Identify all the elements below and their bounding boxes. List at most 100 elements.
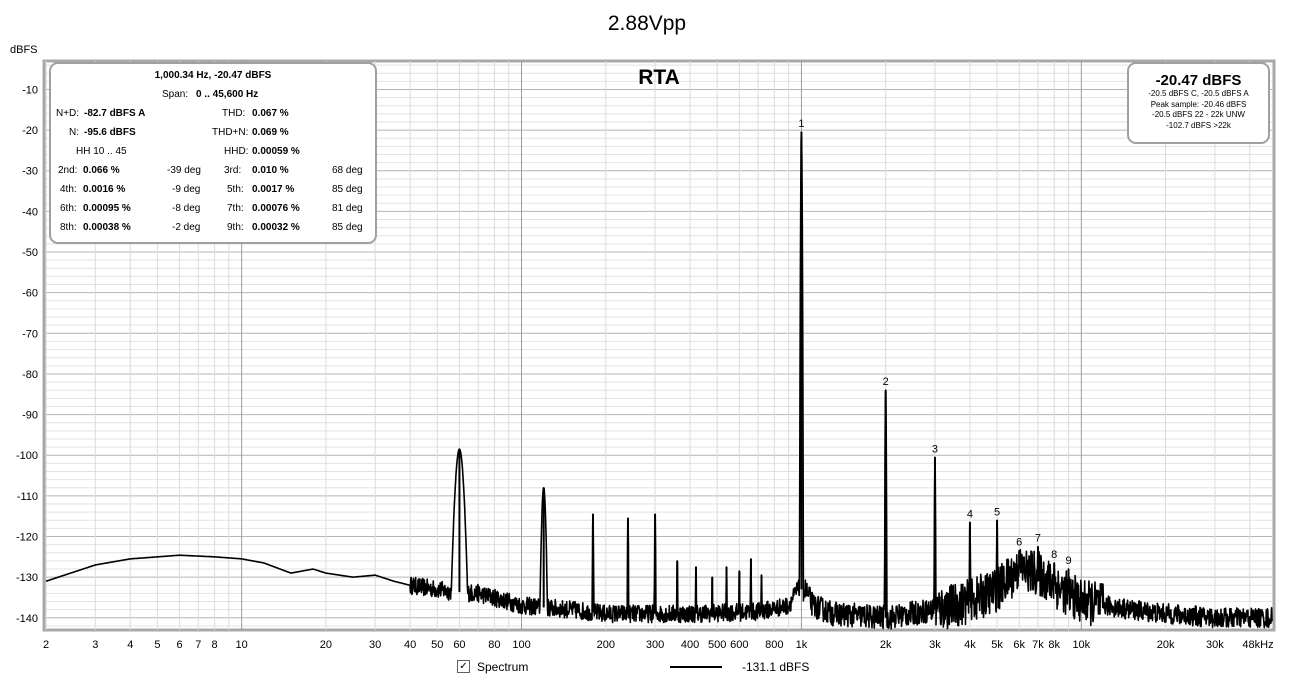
harmonic-phase: -39 deg xyxy=(167,165,201,176)
series-spectrum xyxy=(45,131,1273,630)
n-label: N: xyxy=(69,127,79,138)
n-value: -95.6 dBFS xyxy=(84,127,136,138)
x-tick-label: 5k xyxy=(991,639,1003,651)
x-tick-label: 6k xyxy=(1013,639,1025,651)
stats-header: 1,000.34 Hz, -20.47 dBFS xyxy=(154,70,272,81)
harmonic-marker-label: 1 xyxy=(798,118,804,130)
level-line: -102.7 dBFS >22k xyxy=(1166,120,1231,130)
stats-n-row: N: -95.6 dBFS THD+N: 0.069 % xyxy=(51,127,375,143)
harmonic-label: 5th: xyxy=(227,184,244,195)
level-panel[interactable]: -20.47 dBFS -20.5 dBFS C, -20.5 dBFS A P… xyxy=(1127,62,1270,144)
x-tick-label: 3k xyxy=(929,639,941,651)
x-tick-label: 800 xyxy=(765,639,783,651)
y-tick-label: -80 xyxy=(22,369,38,381)
y-tick-label: -10 xyxy=(22,84,38,96)
y-tick-label: -70 xyxy=(22,328,38,340)
x-tick-label: 20 xyxy=(320,639,332,651)
x-tick-label: 10k xyxy=(1072,639,1090,651)
x-tick-label: 30 xyxy=(369,639,381,651)
harmonic-label: 8th: xyxy=(60,222,77,233)
y-tick-label: -100 xyxy=(16,450,38,462)
x-tick-label: 2 xyxy=(43,639,49,651)
plot-label: RTA xyxy=(638,66,680,89)
x-axis: 2 3 4 5 6 7 8 10 20 30 40 50 60 80 100 200 300 400 500 600 8… xyxy=(43,639,1274,651)
stats-header-row: 1,000.34 Hz, -20.47 dBFS xyxy=(51,70,375,86)
stats-span-row: Span: 0 .. 45,600 Hz xyxy=(51,89,375,105)
y-tick-label: -30 xyxy=(22,166,38,178)
spectrum-checkbox[interactable]: ✓ xyxy=(457,660,470,673)
legend: ✓ Spectrum -131.1 dBFS xyxy=(457,659,857,677)
y-axis-label: dBFS xyxy=(10,44,38,56)
thdn-label: THD+N: xyxy=(212,127,249,138)
harmonic-marker-label: 4 xyxy=(967,508,973,520)
span-value: 0 .. 45,600 Hz xyxy=(196,89,259,100)
hh-label: HH 10 .. 45 xyxy=(76,146,127,157)
harmonic-value: 0.010 % xyxy=(252,165,289,176)
y-tick-label: -90 xyxy=(22,410,38,422)
level-line: -20.5 dBFS 22 - 22k UNW xyxy=(1152,110,1245,119)
legend-label: Spectrum xyxy=(477,660,529,674)
y-tick-label: -20 xyxy=(22,125,38,137)
stats-hh-row: HH 10 .. 45 HHD: 0.00059 % xyxy=(51,146,375,162)
harmonic-value: 0.00038 % xyxy=(83,222,131,233)
harmonic-value: 0.0017 % xyxy=(252,184,295,195)
x-tick-label: 200 xyxy=(597,639,615,651)
x-tick-label: 6 xyxy=(176,639,182,651)
legend-value: -131.1 dBFS xyxy=(742,660,810,674)
harmonic-label: 4th: xyxy=(60,184,77,195)
harmonic-marker-label: 2 xyxy=(883,376,889,388)
harmonic-value: 0.00076 % xyxy=(252,203,300,214)
nd-label: N+D: xyxy=(56,108,80,119)
harmonic-phase: 68 deg xyxy=(332,165,363,176)
thdn-value: 0.069 % xyxy=(252,127,289,138)
y-tick-label: -40 xyxy=(22,206,38,218)
legend-line-swatch xyxy=(670,666,722,668)
x-tick-label: 4 xyxy=(127,639,133,651)
chart-title: 2.88Vpp xyxy=(608,12,686,35)
harmonic-label: 7th: xyxy=(227,203,244,214)
y-tick-label: -110 xyxy=(17,491,38,503)
hhd-value: 0.00059 % xyxy=(252,146,300,157)
x-tick-label: 5 xyxy=(154,639,160,651)
harmonic-marker-label: 8 xyxy=(1051,549,1057,561)
x-tick-label: 20k xyxy=(1157,639,1175,651)
y-axis: -10 -20 -30 -40 -50 -60 -70 -80 -90 -100 -110 -120 -… xyxy=(16,84,38,624)
y-tick-label: -130 xyxy=(16,572,38,584)
harmonic-phase: 85 deg xyxy=(332,222,363,233)
spectrum-line xyxy=(45,131,1273,630)
x-tick-label: 3 xyxy=(92,639,98,651)
x-tick-label: 300 xyxy=(646,639,664,651)
harmonic-label: 3rd: xyxy=(224,165,242,176)
harmonic-value: 0.0016 % xyxy=(83,184,126,195)
nd-value: -82.7 dBFS A xyxy=(84,108,146,119)
harmonic-row: 6th: 0.00095 % -8 deg 7th: 0.00076 % 81 … xyxy=(51,203,375,219)
x-tick-label: 4k xyxy=(964,639,976,651)
x-tick-label: 48kHz xyxy=(1242,639,1273,651)
x-tick-label: 500 xyxy=(708,639,726,651)
x-tick-label: 60 xyxy=(453,639,465,651)
x-tick-label: 7k xyxy=(1032,639,1044,651)
level-main: -20.47 dBFS xyxy=(1155,72,1242,89)
y-tick-label: -140 xyxy=(16,613,38,625)
x-tick-label: 400 xyxy=(681,639,699,651)
x-tick-label: 50 xyxy=(431,639,443,651)
harmonic-row: 2nd: 0.066 % -39 deg 3rd: 0.010 % 68 deg xyxy=(51,165,375,181)
harmonic-label: 2nd: xyxy=(58,165,78,176)
span-label: Span: xyxy=(162,89,189,100)
x-tick-label: 40 xyxy=(404,639,416,651)
x-tick-label: 600 xyxy=(730,639,748,651)
x-tick-label: 80 xyxy=(488,639,500,651)
x-tick-label: 30k xyxy=(1206,639,1224,651)
x-tick-label: 8 xyxy=(211,639,217,651)
harmonic-value: 0.066 % xyxy=(83,165,120,176)
thd-value: 0.067 % xyxy=(252,108,289,119)
y-tick-label: -50 xyxy=(22,247,38,259)
hhd-label: HHD: xyxy=(224,146,249,157)
harmonic-row: 8th: 0.00038 % -2 deg 9th: 0.00032 % 85 … xyxy=(51,222,375,238)
stats-panel[interactable]: 1,000.34 Hz, -20.47 dBFS Span: 0 .. 45,6… xyxy=(49,62,377,244)
stats-nd-row: N+D: -82.7 dBFS A THD: 0.067 % xyxy=(51,108,375,124)
harmonic-phase: 81 deg xyxy=(332,203,363,214)
y-tick-label: -120 xyxy=(16,532,38,544)
x-tick-label: 2k xyxy=(880,639,892,651)
